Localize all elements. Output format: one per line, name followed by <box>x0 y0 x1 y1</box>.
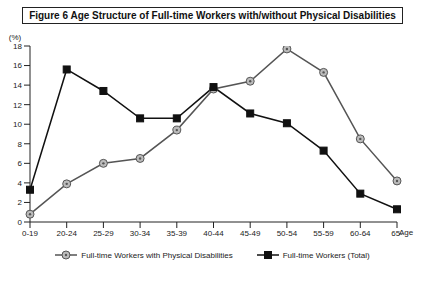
svg-text:0-19: 0-19 <box>22 229 39 238</box>
html-text:Full-time Workers with Physica: Full-time Workers with Physical Disabili… <box>81 250 233 260</box>
svg-text:Age: Age <box>399 228 414 237</box>
svg-text:12: 12 <box>13 101 22 110</box>
svg-text:2: 2 <box>18 198 23 207</box>
svg-text:35-39: 35-39 <box>167 229 188 238</box>
svg-text:6: 6 <box>18 159 23 168</box>
svg-text:50-54: 50-54 <box>277 229 298 238</box>
svg-text:45-49: 45-49 <box>240 229 261 238</box>
svg-text:18: 18 <box>13 42 22 51</box>
svg-text:40-44: 40-44 <box>203 229 224 238</box>
svg-text:65-: 65- <box>391 228 403 238</box>
html-text:Figure 6 Age Structure of Full: Figure 6 Age Structure of Full-time Work… <box>29 9 396 21</box>
svg-text:20-24: 20-24 <box>56 229 77 238</box>
svg-text:30-34: 30-34 <box>130 229 151 238</box>
svg-text:25-29: 25-29 <box>93 229 114 238</box>
svg-text:0: 0 <box>18 218 23 227</box>
svg-text:(%): (%) <box>9 33 22 42</box>
svg-text:4: 4 <box>18 179 23 188</box>
svg-text:60-64: 60-64 <box>350 229 371 238</box>
svg-text:55-59: 55-59 <box>313 229 334 238</box>
svg-text:8: 8 <box>18 140 23 149</box>
svg-text:16: 16 <box>13 61 22 70</box>
html-text:Full-time Workers (Total): Full-time Workers (Total) <box>282 250 370 260</box>
svg-text:10: 10 <box>13 120 22 129</box>
svg-text:14: 14 <box>13 81 22 90</box>
